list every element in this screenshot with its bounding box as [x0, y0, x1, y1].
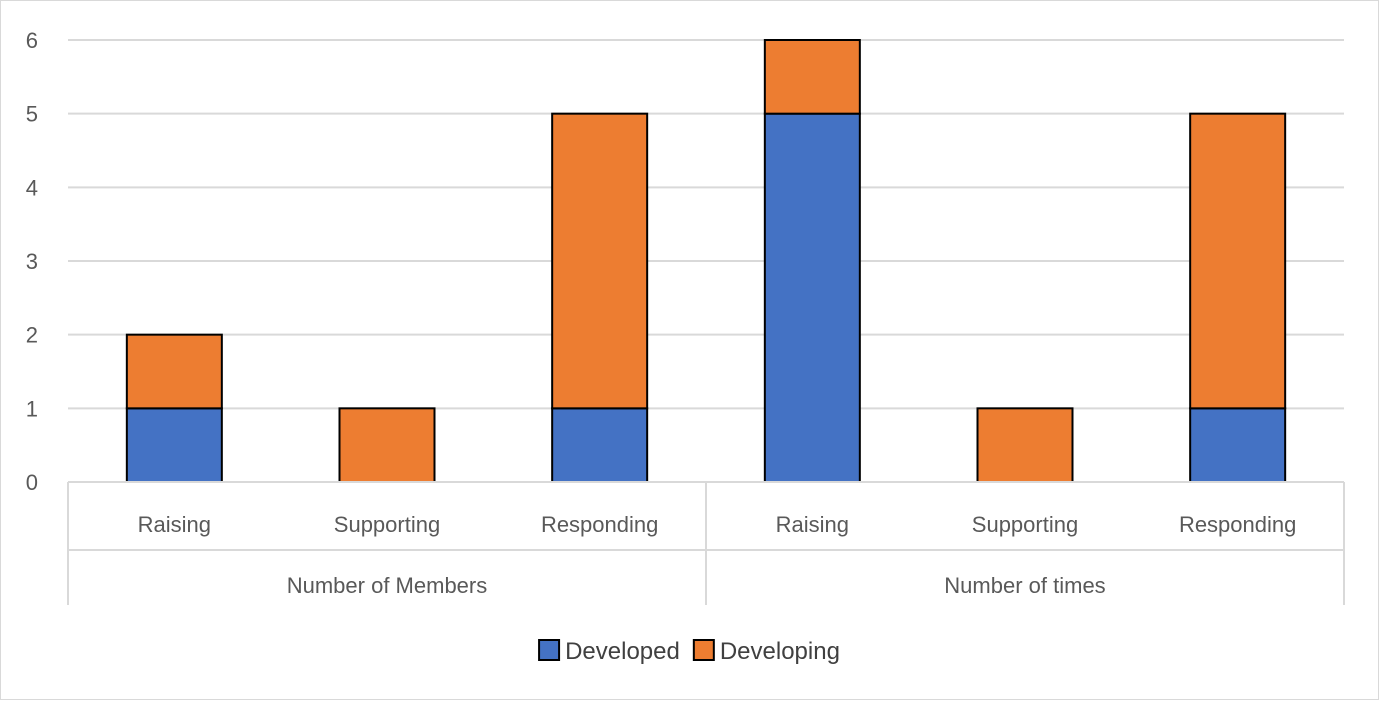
bar-developing [551, 112, 649, 410]
x-category-label: Supporting [334, 512, 440, 537]
legend-label-developing: Developing [720, 638, 840, 665]
y-tick-label: 3 [26, 249, 38, 274]
x-category-label: Raising [138, 512, 211, 537]
legend-items: Developed Developing [538, 638, 840, 665]
x-group-label: Number of times [944, 573, 1105, 598]
legend-label-developed: Developed [565, 638, 680, 665]
x-category-label: Responding [541, 512, 658, 537]
x-category-label: Supporting [972, 512, 1078, 537]
bar-developing [125, 333, 223, 410]
legend: Developed Developing [538, 638, 840, 665]
legend-swatch-developing [692, 639, 715, 661]
bar-developed [551, 407, 649, 484]
y-axis-tick-labels: 0 1 2 3 4 5 6 [26, 28, 38, 495]
bars [125, 39, 1287, 484]
bar-developing [976, 407, 1074, 484]
y-tick-label: 2 [26, 323, 38, 348]
gridlines [68, 39, 1344, 410]
bar-developed [763, 112, 861, 484]
bar-developing [338, 407, 436, 484]
bar-developed [125, 407, 223, 484]
bar-developing [763, 39, 861, 115]
x-axis: Raising Supporting Responding Raising Suppor… [67, 481, 1345, 605]
x-group-label: Number of Members [287, 573, 488, 598]
y-tick-label: 5 [26, 102, 38, 127]
legend-swatch-developed [538, 639, 561, 661]
y-tick-label: 1 [26, 396, 38, 421]
y-tick-label: 6 [26, 28, 38, 53]
y-tick-label: 0 [26, 470, 38, 495]
x-category-label: Responding [1179, 512, 1296, 537]
bar-developing [1189, 112, 1287, 410]
y-tick-label: 4 [26, 175, 38, 200]
x-category-label: Raising [776, 512, 849, 537]
bar-developed [1189, 407, 1287, 484]
